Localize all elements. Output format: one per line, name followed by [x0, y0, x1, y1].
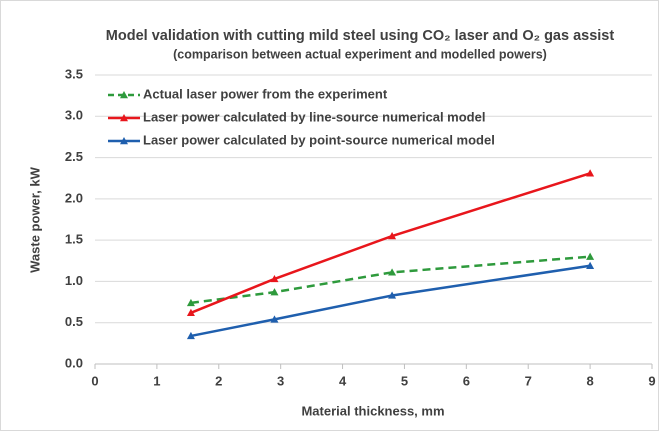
legend-label: Actual laser power from the experiment	[143, 86, 388, 101]
legend-marker	[120, 91, 128, 99]
y-tick-label: 2.0	[65, 190, 83, 205]
marker	[586, 261, 595, 269]
x-tick-label: 0	[91, 373, 98, 388]
x-tick-label: 5	[401, 373, 408, 388]
marker	[270, 288, 279, 296]
y-tick-label: 3.5	[65, 66, 83, 81]
marker	[270, 315, 279, 323]
y-tick-label: 1.0	[65, 273, 83, 288]
y-tick-label: 1.5	[65, 232, 83, 247]
y-axis-label: Waste power, kW	[27, 166, 42, 272]
marker	[388, 291, 397, 299]
x-tick-label: 4	[339, 373, 347, 388]
x-tick-label: 8	[586, 373, 593, 388]
y-tick-label: 3.0	[65, 108, 83, 123]
legend-marker	[120, 137, 128, 145]
marker	[388, 232, 397, 240]
marker	[186, 298, 195, 307]
series-line	[190, 172, 591, 314]
y-tick-label: 0.0	[65, 355, 83, 370]
chart-title: Model validation with cutting mild steel…	[106, 28, 615, 44]
x-tick-label: 3	[277, 373, 284, 388]
x-tick-label: 7	[525, 373, 532, 388]
legend-marker	[120, 114, 128, 122]
marker	[586, 252, 595, 260]
x-tick-label: 6	[463, 373, 470, 388]
x-tick-label: 1	[153, 373, 160, 388]
legend-label: Laser power calculated by point-source n…	[143, 132, 495, 147]
marker	[186, 308, 195, 317]
marker	[586, 169, 595, 177]
series-line	[190, 255, 591, 305]
x-tick-label: 9	[648, 373, 655, 388]
marker	[186, 331, 195, 340]
marker	[270, 274, 279, 283]
x-axis-label: Material thickness, mm	[301, 403, 444, 418]
chart-subtitle: (comparison between actual experiment an…	[173, 47, 547, 61]
y-tick-label: 0.5	[65, 314, 83, 329]
legend-label: Laser power calculated by line-source nu…	[143, 109, 485, 124]
y-tick-label: 2.5	[65, 149, 83, 164]
x-tick-label: 2	[215, 373, 222, 388]
marker	[388, 268, 397, 276]
series-line	[190, 264, 591, 338]
